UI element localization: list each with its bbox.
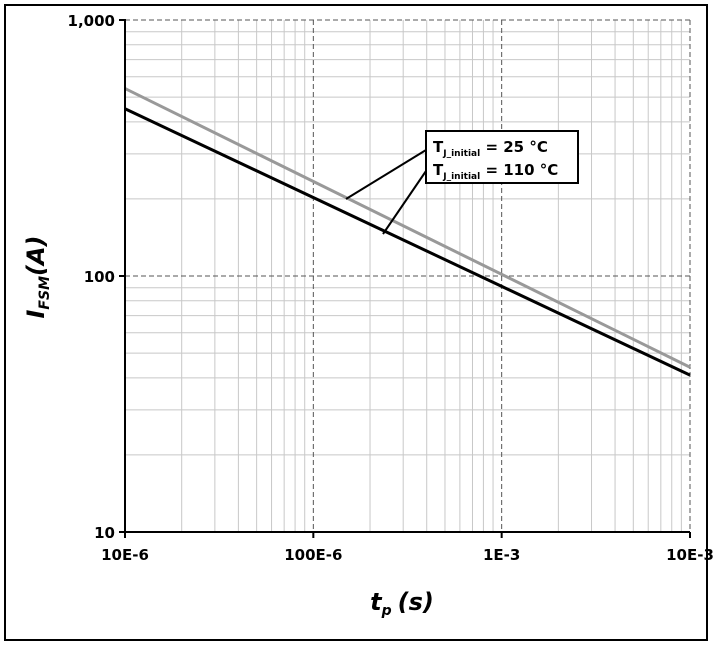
y-tick-label: 100 — [84, 268, 115, 286]
series-line-0 — [124, 87, 691, 369]
x-tick-label: 100E-6 — [284, 546, 342, 564]
x-tick-label: 10E-6 — [101, 546, 149, 564]
x-axis-label: tp (s) — [370, 588, 434, 619]
x-tick-label: 10E-3 — [666, 546, 714, 564]
chart-frame — [4, 4, 708, 641]
legend-leader-110c — [382, 170, 427, 235]
legend-box — [425, 130, 579, 184]
x-tick-label: 1E-3 — [483, 546, 520, 564]
series-line-1 — [124, 107, 691, 377]
data-series — [124, 87, 691, 377]
y-tick-label: 10 — [94, 524, 115, 542]
y-axis-label: IFSM(A) — [22, 235, 53, 318]
y-tick-label: 1,000 — [68, 12, 115, 30]
legend: TJ_initial = 25 °C TJ_initial = 110 °C — [345, 130, 579, 235]
tick-labels: 10 100 1,000 10E-6 100E-6 1E-3 10E-3 — [68, 12, 714, 564]
legend-leader-25c — [345, 149, 427, 200]
legend-entry-110c: TJ_initial = 110 °C — [433, 161, 558, 182]
legend-entry-25c: TJ_initial = 25 °C — [433, 138, 548, 159]
